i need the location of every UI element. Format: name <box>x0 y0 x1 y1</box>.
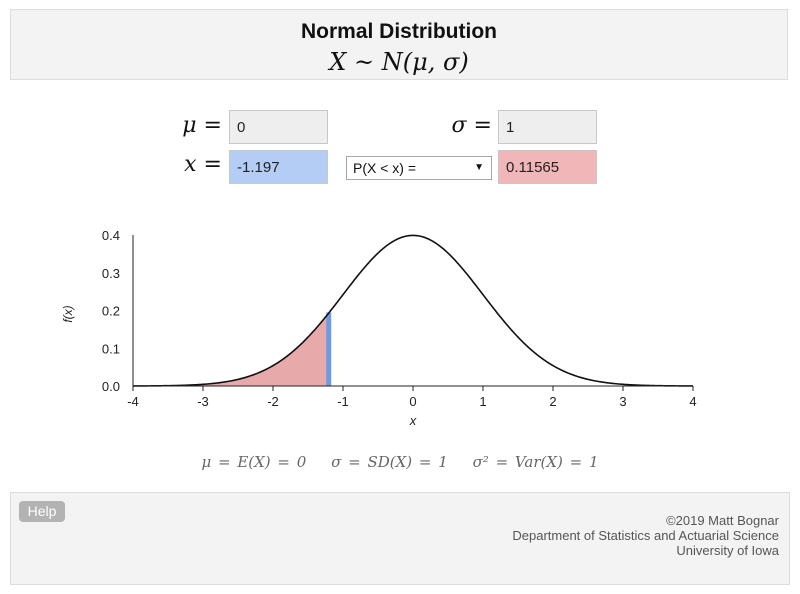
x-tick-label: 1 <box>479 394 486 409</box>
distribution-summary: μ = E(X) = 0 σ = SD(X) = 1 σ² = Var(X) =… <box>0 453 800 471</box>
x-tick-label: -3 <box>197 394 209 409</box>
sigma-label: σ = <box>451 113 492 138</box>
x-tick-label: -4 <box>127 394 139 409</box>
x-axis-label: x <box>409 413 417 428</box>
x-tick-label: -1 <box>337 394 349 409</box>
sigma-input[interactable] <box>498 110 597 144</box>
mu-input[interactable] <box>229 110 328 144</box>
credits: ©2019 Matt Bognar Department of Statisti… <box>512 513 779 558</box>
y-tick-label: 0.4 <box>102 228 120 243</box>
density-curve <box>133 234 693 387</box>
x-tick-label: 3 <box>619 394 626 409</box>
variance-summary: σ² = Var(X) = 1 <box>472 453 599 471</box>
sd-summary: σ = SD(X) = 1 <box>331 453 448 471</box>
page-title: Normal Distribution <box>300 20 497 43</box>
x-tick-label: 2 <box>549 394 556 409</box>
probability-type-select[interactable]: P(X < x) = ▼ <box>346 156 492 180</box>
y-tick-label: 0.3 <box>102 266 120 281</box>
department-line: Department of Statistics and Actuarial S… <box>512 528 779 543</box>
probability-output[interactable] <box>498 150 597 184</box>
y-axis-label: f(x) <box>61 305 75 322</box>
distribution-formula: X ~ N(μ, σ) <box>329 48 469 76</box>
chevron-down-icon: ▼ <box>474 162 484 173</box>
x-value-marker <box>326 312 332 386</box>
density-chart: -4 -3 -2 -1 0 1 2 3 4 0.0 0.1 0.2 0.3 0.4 x f(x) <box>61 228 697 428</box>
mu-label: μ = <box>182 113 222 138</box>
footer-panel: Help ©2019 Matt Bognar Department of Sta… <box>10 492 790 585</box>
y-tick-label: 0.1 <box>102 341 120 356</box>
help-button[interactable]: Help <box>19 501 65 522</box>
y-tick-label: 0.2 <box>102 304 120 319</box>
x-label: x = <box>184 152 222 177</box>
probability-type-selected: P(X < x) = <box>353 160 417 176</box>
shaded-probability-area <box>133 312 330 386</box>
x-tick-label: 4 <box>689 394 696 409</box>
x-input[interactable] <box>229 150 328 184</box>
copyright-line: ©2019 Matt Bognar <box>666 513 779 528</box>
x-tick-label: -2 <box>267 394 279 409</box>
x-tick-label: 0 <box>409 394 416 409</box>
y-tick-label: 0.0 <box>102 379 120 394</box>
university-line: University of Iowa <box>676 543 779 558</box>
title-panel: Normal Distribution X ~ N(μ, σ) <box>10 9 788 80</box>
mean-summary: μ = E(X) = 0 <box>201 453 307 471</box>
